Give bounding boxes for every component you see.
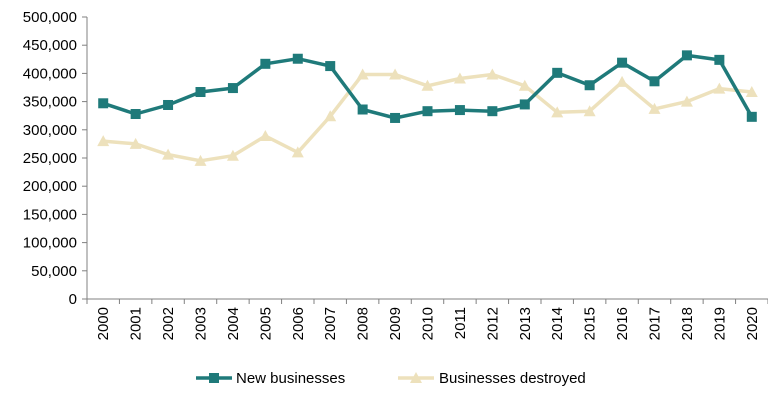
data-point-new-businesses: [325, 61, 336, 72]
data-point-businesses-destroyed: [291, 146, 304, 158]
data-point-businesses-destroyed: [421, 79, 434, 91]
axis-layer: 0 50,000 100,000 150,000 200,000 250,000 300,0…: [23, 9, 768, 340]
data-point-businesses-destroyed: [356, 68, 369, 80]
data-point-new-businesses: [714, 54, 725, 65]
y-tick-label: 0: [69, 291, 77, 308]
x-tick-label: 2010: [420, 307, 437, 340]
y-tick-label: 250,000: [23, 150, 77, 167]
data-point-businesses-destroyed: [486, 68, 499, 80]
y-tick-label: 100,000: [23, 235, 77, 252]
data-point-new-businesses: [487, 106, 498, 117]
data-point-new-businesses: [98, 98, 109, 109]
data-point-businesses-destroyed: [324, 110, 337, 122]
data-point-businesses-destroyed: [97, 135, 110, 147]
data-point-businesses-destroyed: [680, 95, 693, 107]
x-tick-label: 2013: [517, 307, 534, 340]
data-point-businesses-destroyed: [194, 154, 207, 166]
data-point-businesses-destroyed: [162, 148, 175, 160]
x-tick-label: 2017: [647, 307, 664, 340]
data-point-new-businesses: [357, 104, 368, 115]
data-point-new-businesses: [552, 67, 563, 78]
x-tick-label: 2016: [614, 307, 631, 340]
x-tick-label: 2020: [744, 307, 761, 340]
data-point-new-businesses: [292, 53, 303, 64]
x-tick-label: 2018: [679, 307, 696, 340]
legend-label: New businesses: [236, 370, 345, 387]
y-tick-label: 300,000: [23, 122, 77, 139]
data-point-businesses-destroyed: [129, 137, 142, 149]
x-tick-label: 2009: [387, 307, 404, 340]
x-tick-label: 2003: [193, 307, 210, 340]
y-tick-label: 400,000: [23, 65, 77, 82]
data-point-new-businesses: [130, 109, 141, 120]
x-tick-label: 2006: [290, 307, 307, 340]
y-tick-label: 200,000: [23, 178, 77, 195]
data-point-new-businesses: [617, 57, 628, 68]
data-point-businesses-destroyed: [713, 82, 726, 94]
x-tick-label: 2014: [549, 307, 566, 340]
data-point-businesses-destroyed: [226, 149, 239, 161]
data-point-new-businesses: [454, 105, 465, 116]
x-tick-label: 2015: [582, 307, 599, 340]
data-point-businesses-destroyed: [389, 68, 402, 80]
legend-marker-square: [209, 373, 219, 383]
y-tick-label: 500,000: [23, 9, 77, 26]
x-tick-label: 2002: [160, 307, 177, 340]
legend-marker-triangle: [410, 372, 422, 383]
data-point-new-businesses: [227, 83, 238, 94]
data-point-new-businesses: [584, 80, 595, 91]
x-tick-label: 2012: [484, 307, 501, 340]
series-layer: [97, 50, 758, 166]
x-tick-label: 2004: [225, 307, 242, 340]
data-point-businesses-destroyed: [518, 79, 531, 91]
y-tick-label: 350,000: [23, 94, 77, 111]
data-point-businesses-destroyed: [648, 102, 661, 114]
data-point-businesses-destroyed: [616, 75, 629, 87]
data-point-new-businesses: [390, 112, 401, 123]
x-tick-label: 2011: [452, 307, 469, 339]
legend: New businesses Businesses destroyed: [196, 370, 586, 387]
data-point-new-businesses: [260, 58, 271, 69]
data-point-new-businesses: [163, 99, 174, 110]
data-point-new-businesses: [746, 111, 757, 122]
data-point-new-businesses: [422, 106, 433, 117]
data-point-businesses-destroyed: [745, 86, 758, 98]
data-point-new-businesses: [195, 87, 206, 98]
data-point-businesses-destroyed: [551, 106, 564, 118]
data-point-businesses-destroyed: [583, 105, 596, 117]
legend-label: Businesses destroyed: [439, 370, 586, 387]
data-point-new-businesses: [649, 76, 660, 87]
data-point-new-businesses: [681, 50, 692, 61]
data-point-businesses-destroyed: [259, 130, 272, 142]
x-tick-label: 2000: [95, 307, 112, 340]
x-tick-label: 2019: [711, 307, 728, 340]
x-tick-label: 2008: [355, 307, 372, 340]
data-point-businesses-destroyed: [453, 72, 466, 84]
y-tick-label: 50,000: [31, 263, 77, 280]
y-tick-label: 450,000: [23, 37, 77, 54]
x-tick-label: 2007: [322, 307, 339, 340]
x-tick-label: 2001: [128, 307, 145, 340]
data-point-new-businesses: [519, 99, 530, 110]
y-tick-label: 150,000: [23, 206, 77, 223]
x-tick-label: 2005: [257, 307, 274, 340]
